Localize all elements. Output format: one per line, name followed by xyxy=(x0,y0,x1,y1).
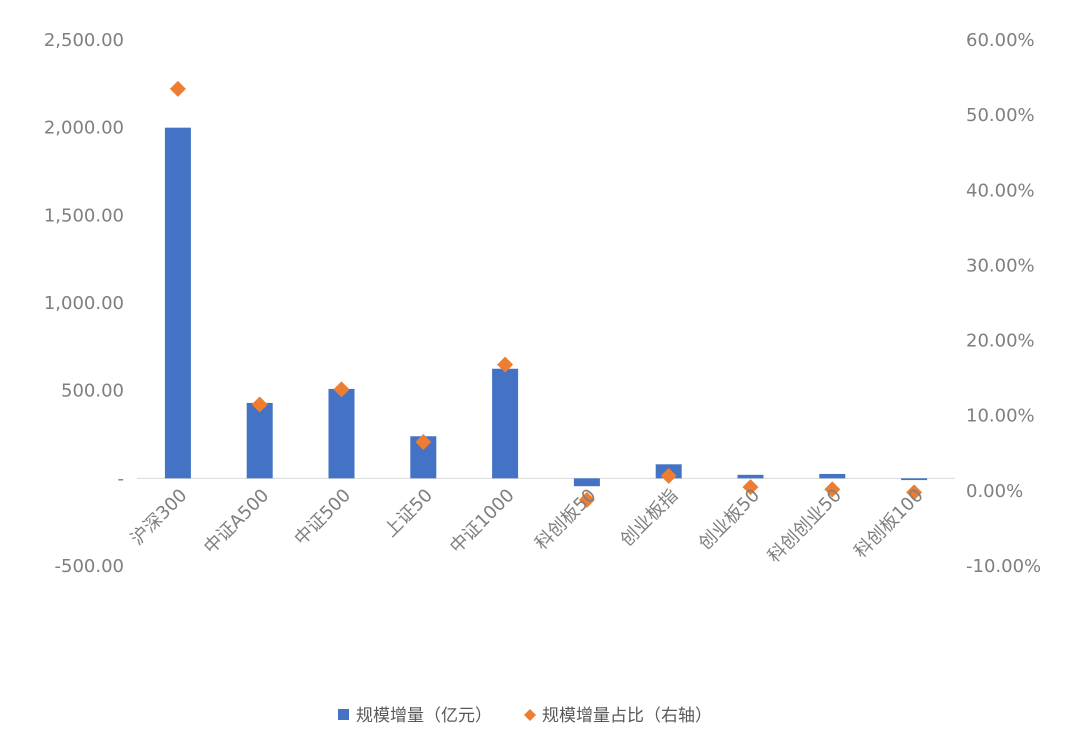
bar xyxy=(819,473,846,479)
category-label: 科创创业50 xyxy=(764,485,846,567)
left-tick-label: 2,500.00 xyxy=(44,30,124,51)
marker-point xyxy=(169,80,186,97)
bar-series xyxy=(164,127,928,487)
marker-series xyxy=(169,80,923,508)
right-tick-label: 0.00% xyxy=(966,481,1023,502)
bar xyxy=(164,127,191,479)
right-tick-label: 50.00% xyxy=(966,105,1035,126)
category-label: 科创板50 xyxy=(531,485,600,554)
category-label: 中证A500 xyxy=(200,485,273,558)
left-tick-label: 2,000.00 xyxy=(44,118,124,139)
bar xyxy=(246,402,273,479)
left-y-axis: 2,500.00 2,000.00 1,500.00 1,000.00 500.00 - -… xyxy=(44,30,124,577)
legend-label-bar: 规模增量（亿元） xyxy=(356,706,492,726)
category-label: 创业板50 xyxy=(695,485,764,554)
bar xyxy=(737,474,764,479)
left-tick-label: - xyxy=(118,468,125,489)
marker-point xyxy=(824,481,841,498)
legend-label-marker: 规模增量占比（右轴） xyxy=(542,706,712,726)
left-tick-label: 500.00 xyxy=(61,381,124,402)
category-label: 上证50 xyxy=(380,485,437,542)
marker-point xyxy=(742,479,759,496)
right-tick-label: 30.00% xyxy=(966,255,1035,276)
marker-point xyxy=(415,434,432,451)
category-axis: 沪深300 中证A500 中证500 上证50 中证1000 科创板50 创业板指 创业板50… xyxy=(127,485,928,567)
left-tick-label: -500.00 xyxy=(55,556,124,577)
bar xyxy=(901,478,928,481)
right-tick-label: 20.00% xyxy=(966,331,1035,352)
category-label: 科创板100 xyxy=(850,485,927,562)
right-tick-label: 10.00% xyxy=(966,406,1035,427)
left-tick-label: 1,500.00 xyxy=(44,205,124,226)
legend-bar-swatch xyxy=(338,709,349,720)
right-tick-label: 60.00% xyxy=(966,30,1035,51)
bar xyxy=(328,388,355,479)
bar xyxy=(492,368,519,479)
marker-point xyxy=(333,381,350,398)
right-tick-label: -10.00% xyxy=(966,556,1041,577)
marker-point xyxy=(660,467,677,484)
marker-point xyxy=(251,396,268,413)
right-tick-label: 40.00% xyxy=(966,180,1035,201)
marker-point xyxy=(497,356,514,373)
category-label: 创业板指 xyxy=(616,485,682,551)
marker-point xyxy=(578,491,595,508)
right-y-axis: 60.00% 50.00% 40.00% 30.00% 20.00% 10.00% 0.00… xyxy=(966,30,1041,577)
bar xyxy=(573,478,600,487)
legend-marker-swatch xyxy=(524,709,536,721)
category-label: 中证1000 xyxy=(446,485,519,558)
marker-point xyxy=(906,484,923,501)
category-label: 中证500 xyxy=(290,485,355,550)
category-label: 沪深300 xyxy=(127,485,192,550)
left-tick-label: 1,000.00 xyxy=(44,293,124,314)
legend: 规模增量（亿元） 规模增量占比（右轴） xyxy=(338,706,712,726)
